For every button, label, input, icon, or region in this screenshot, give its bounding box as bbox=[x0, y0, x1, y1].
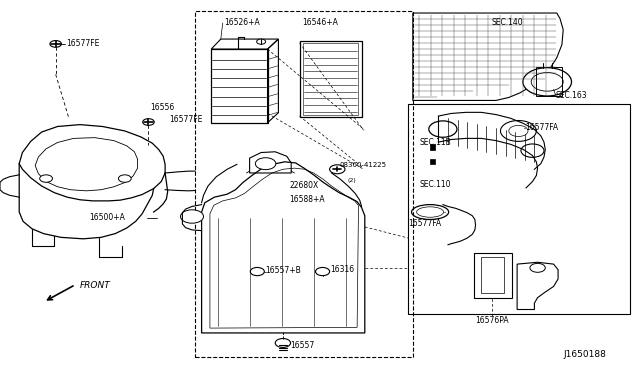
Text: 16588+A: 16588+A bbox=[289, 195, 325, 203]
Text: 16577FA: 16577FA bbox=[525, 123, 558, 132]
Polygon shape bbox=[430, 144, 435, 150]
Text: 16577FE: 16577FE bbox=[170, 115, 203, 124]
Text: 16576PA: 16576PA bbox=[475, 316, 508, 325]
Circle shape bbox=[531, 73, 563, 91]
Text: (2): (2) bbox=[348, 178, 356, 183]
Text: SEC.163: SEC.163 bbox=[556, 92, 587, 100]
Polygon shape bbox=[430, 159, 435, 164]
Text: 16577FE: 16577FE bbox=[67, 39, 100, 48]
Text: 08360-41225: 08360-41225 bbox=[339, 162, 386, 168]
Circle shape bbox=[316, 267, 330, 276]
Text: FRONT: FRONT bbox=[80, 281, 111, 290]
Circle shape bbox=[250, 267, 264, 276]
Text: SEC.110: SEC.110 bbox=[419, 180, 451, 189]
Text: 16316: 16316 bbox=[330, 265, 355, 274]
Text: SEC.140: SEC.140 bbox=[492, 18, 523, 27]
Text: 16546+A: 16546+A bbox=[302, 18, 338, 27]
Text: 16577FA: 16577FA bbox=[408, 219, 442, 228]
Circle shape bbox=[275, 339, 291, 347]
Text: 22680X: 22680X bbox=[289, 182, 319, 190]
Text: 16500+A: 16500+A bbox=[90, 213, 125, 222]
Text: 16557: 16557 bbox=[290, 341, 314, 350]
Circle shape bbox=[40, 175, 52, 182]
Circle shape bbox=[530, 263, 545, 272]
Text: 16556: 16556 bbox=[150, 103, 175, 112]
Text: 16557+B: 16557+B bbox=[266, 266, 301, 275]
Text: J1650188: J1650188 bbox=[563, 350, 606, 359]
Circle shape bbox=[143, 119, 154, 125]
Circle shape bbox=[257, 39, 266, 44]
Circle shape bbox=[330, 165, 345, 174]
Circle shape bbox=[118, 175, 131, 182]
Text: 16526+A: 16526+A bbox=[224, 18, 260, 27]
Text: SEC.11B: SEC.11B bbox=[419, 138, 451, 147]
Circle shape bbox=[255, 158, 276, 170]
Circle shape bbox=[180, 210, 204, 223]
Circle shape bbox=[523, 68, 572, 96]
Circle shape bbox=[50, 41, 61, 47]
